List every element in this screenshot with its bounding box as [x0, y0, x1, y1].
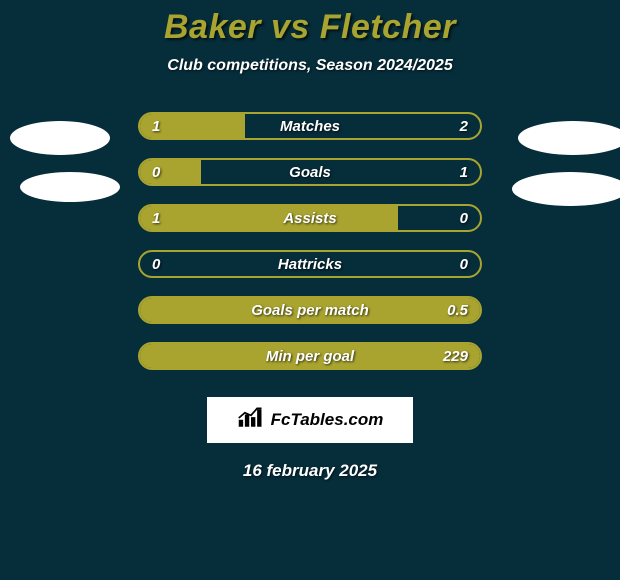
stat-bar-fill [140, 206, 398, 230]
bar-chart-icon [237, 407, 265, 434]
subtitle: Club competitions, Season 2024/2025 [0, 57, 620, 75]
stat-bar-track: Min per goal 229 [138, 342, 482, 370]
stat-bar-track: Goals per match 0.5 [138, 296, 482, 324]
stat-bar-track: 1 Assists 0 [138, 204, 482, 232]
comparison-card: Baker vs Fletcher Club competitions, Sea… [0, 0, 620, 481]
stat-label: Hattricks [140, 252, 480, 276]
stat-value-right: 1 [460, 160, 468, 184]
stat-value-right: 0 [460, 252, 468, 276]
stat-bar-fill [140, 114, 245, 138]
stat-bar-track: 0 Hattricks 0 [138, 250, 482, 278]
stat-bar-fill [140, 298, 480, 322]
stat-row: Min per goal 229 [0, 333, 620, 379]
stat-row: 0 Goals 1 [0, 149, 620, 195]
stat-value-right: 0 [460, 206, 468, 230]
stat-row: Goals per match 0.5 [0, 287, 620, 333]
stat-value-right: 2 [460, 114, 468, 138]
date-text: 16 february 2025 [0, 461, 620, 481]
stat-bar-track: 0 Goals 1 [138, 158, 482, 186]
stat-bar-track: 1 Matches 2 [138, 112, 482, 140]
stat-row: 1 Matches 2 [0, 103, 620, 149]
stat-row: 1 Assists 0 [0, 195, 620, 241]
stat-bar-fill [140, 160, 201, 184]
page-title: Baker vs Fletcher [0, 8, 620, 47]
stats-container: 1 Matches 2 0 Goals 1 1 Assists 0 [0, 103, 620, 379]
brand-badge[interactable]: FcTables.com [207, 397, 413, 443]
stat-value-left: 0 [152, 252, 160, 276]
brand-text: FcTables.com [271, 410, 384, 430]
stat-row: 0 Hattricks 0 [0, 241, 620, 287]
stat-bar-fill [140, 344, 480, 368]
